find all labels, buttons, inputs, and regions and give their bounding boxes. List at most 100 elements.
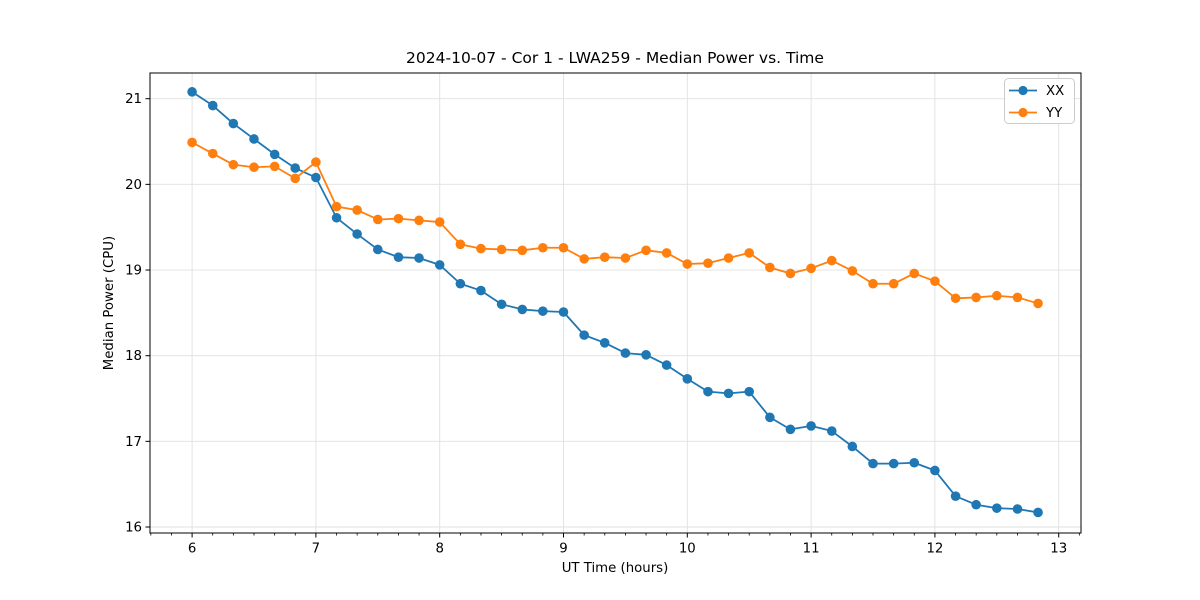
data-point-xx-34 <box>888 458 899 469</box>
data-point-xx-28 <box>765 412 775 423</box>
x-tick-label-10: 10 <box>679 542 696 557</box>
data-point-yy-20 <box>599 252 610 262</box>
data-point-yy-19 <box>579 254 589 264</box>
legend-sample-marker-yy <box>1018 107 1028 118</box>
data-point-xx-8 <box>352 229 362 239</box>
data-point-yy-18 <box>558 242 569 253</box>
data-point-xx-19 <box>579 330 589 340</box>
data-point-yy-0 <box>187 137 197 148</box>
x-tick-label-12: 12 <box>926 542 943 557</box>
data-point-yy-37 <box>950 293 961 304</box>
data-point-xx-39 <box>992 503 1002 513</box>
y-tick-label-18: 18 <box>125 349 142 364</box>
x-tick-label-9: 9 <box>559 542 567 557</box>
data-point-xx-20 <box>599 338 610 348</box>
data-point-yy-21 <box>620 253 631 263</box>
data-point-xx-5 <box>290 163 301 173</box>
data-point-yy-34 <box>888 278 899 289</box>
legend-sample-marker-xx <box>1018 85 1028 96</box>
data-layer <box>187 87 1043 518</box>
data-point-yy-2 <box>228 159 239 170</box>
data-point-xx-1 <box>207 100 218 111</box>
data-point-yy-7 <box>331 201 342 212</box>
data-point-yy-36 <box>930 276 940 286</box>
data-point-yy-12 <box>434 217 445 227</box>
x-tick-label-6: 6 <box>188 542 196 557</box>
axes-box <box>149 72 1082 534</box>
data-point-yy-32 <box>847 266 858 276</box>
data-point-xx-41 <box>1033 507 1043 518</box>
series-yy-line <box>191 141 1039 305</box>
data-point-xx-10 <box>393 252 404 262</box>
data-point-yy-39 <box>992 290 1002 301</box>
data-point-xx-30 <box>806 421 816 431</box>
data-point-xx-7 <box>331 212 342 223</box>
legend-label-yy: YY <box>1045 106 1063 121</box>
data-point-xx-35 <box>909 457 920 468</box>
data-point-xx-12 <box>434 260 445 270</box>
data-point-yy-33 <box>868 278 878 289</box>
data-point-xx-38 <box>971 499 981 510</box>
y-tick-label-16: 16 <box>125 521 142 536</box>
data-point-yy-28 <box>765 262 775 273</box>
data-point-xx-21 <box>620 348 631 358</box>
data-point-yy-31 <box>826 255 837 266</box>
data-point-xx-36 <box>930 465 940 476</box>
data-point-yy-8 <box>352 205 362 215</box>
data-point-xx-14 <box>476 285 486 296</box>
grid-layer <box>150 73 1081 533</box>
data-point-xx-22 <box>641 350 651 360</box>
data-point-xx-32 <box>847 441 858 452</box>
data-point-xx-26 <box>723 388 734 399</box>
data-point-yy-24 <box>682 259 693 269</box>
data-point-xx-2 <box>228 118 239 129</box>
data-point-xx-3 <box>249 134 259 144</box>
data-point-yy-15 <box>496 244 507 255</box>
data-point-yy-23 <box>661 248 672 258</box>
x-tick-label-7: 7 <box>312 542 320 557</box>
data-point-yy-16 <box>517 245 528 256</box>
data-point-yy-35 <box>909 268 920 279</box>
data-point-xx-33 <box>868 458 878 469</box>
data-point-yy-27 <box>744 248 755 258</box>
data-point-yy-3 <box>249 162 259 173</box>
series-yy <box>187 137 1043 309</box>
data-point-xx-6 <box>311 172 321 183</box>
series-xx-line <box>191 91 1039 514</box>
data-point-xx-13 <box>455 278 466 289</box>
data-point-yy-9 <box>373 214 383 225</box>
data-point-yy-10 <box>393 213 404 224</box>
data-point-xx-16 <box>517 304 528 315</box>
data-point-yy-13 <box>455 239 466 250</box>
legend-label-xx: XX <box>1046 84 1064 99</box>
data-point-xx-0 <box>187 87 197 97</box>
data-point-yy-30 <box>806 263 816 274</box>
y-tick-label-20: 20 <box>125 178 142 193</box>
x-tick-label-13: 13 <box>1050 542 1067 557</box>
data-point-xx-29 <box>785 424 796 435</box>
y-tick-label-21: 21 <box>125 92 142 107</box>
data-point-yy-11 <box>414 215 424 226</box>
data-point-yy-25 <box>703 258 713 268</box>
legend: XX YY <box>1004 78 1075 124</box>
y-tick-label-19: 19 <box>125 264 142 279</box>
data-point-yy-4 <box>269 161 280 172</box>
x-axis-label: UT Time (hours) <box>562 561 669 576</box>
data-point-xx-27 <box>744 386 755 397</box>
data-point-xx-24 <box>682 374 693 384</box>
y-axis-label: Median Power (CPU) <box>102 236 117 370</box>
data-point-yy-6 <box>311 157 321 167</box>
series-xx <box>187 87 1043 518</box>
legend-item-xx[interactable]: XX <box>1009 84 1064 99</box>
data-point-xx-37 <box>950 491 961 501</box>
x-tick-label-8: 8 <box>435 542 443 557</box>
data-point-xx-11 <box>414 253 424 263</box>
tick-layer: 6 7 8 9 10 11 12 13 16 17 18 19 20 21 <box>125 92 1080 557</box>
data-point-yy-22 <box>641 245 651 256</box>
legend-item-yy[interactable]: YY <box>1009 106 1063 121</box>
data-point-yy-17 <box>538 242 548 253</box>
data-point-yy-26 <box>723 253 734 263</box>
data-point-xx-18 <box>558 307 569 317</box>
data-point-xx-4 <box>269 149 280 160</box>
